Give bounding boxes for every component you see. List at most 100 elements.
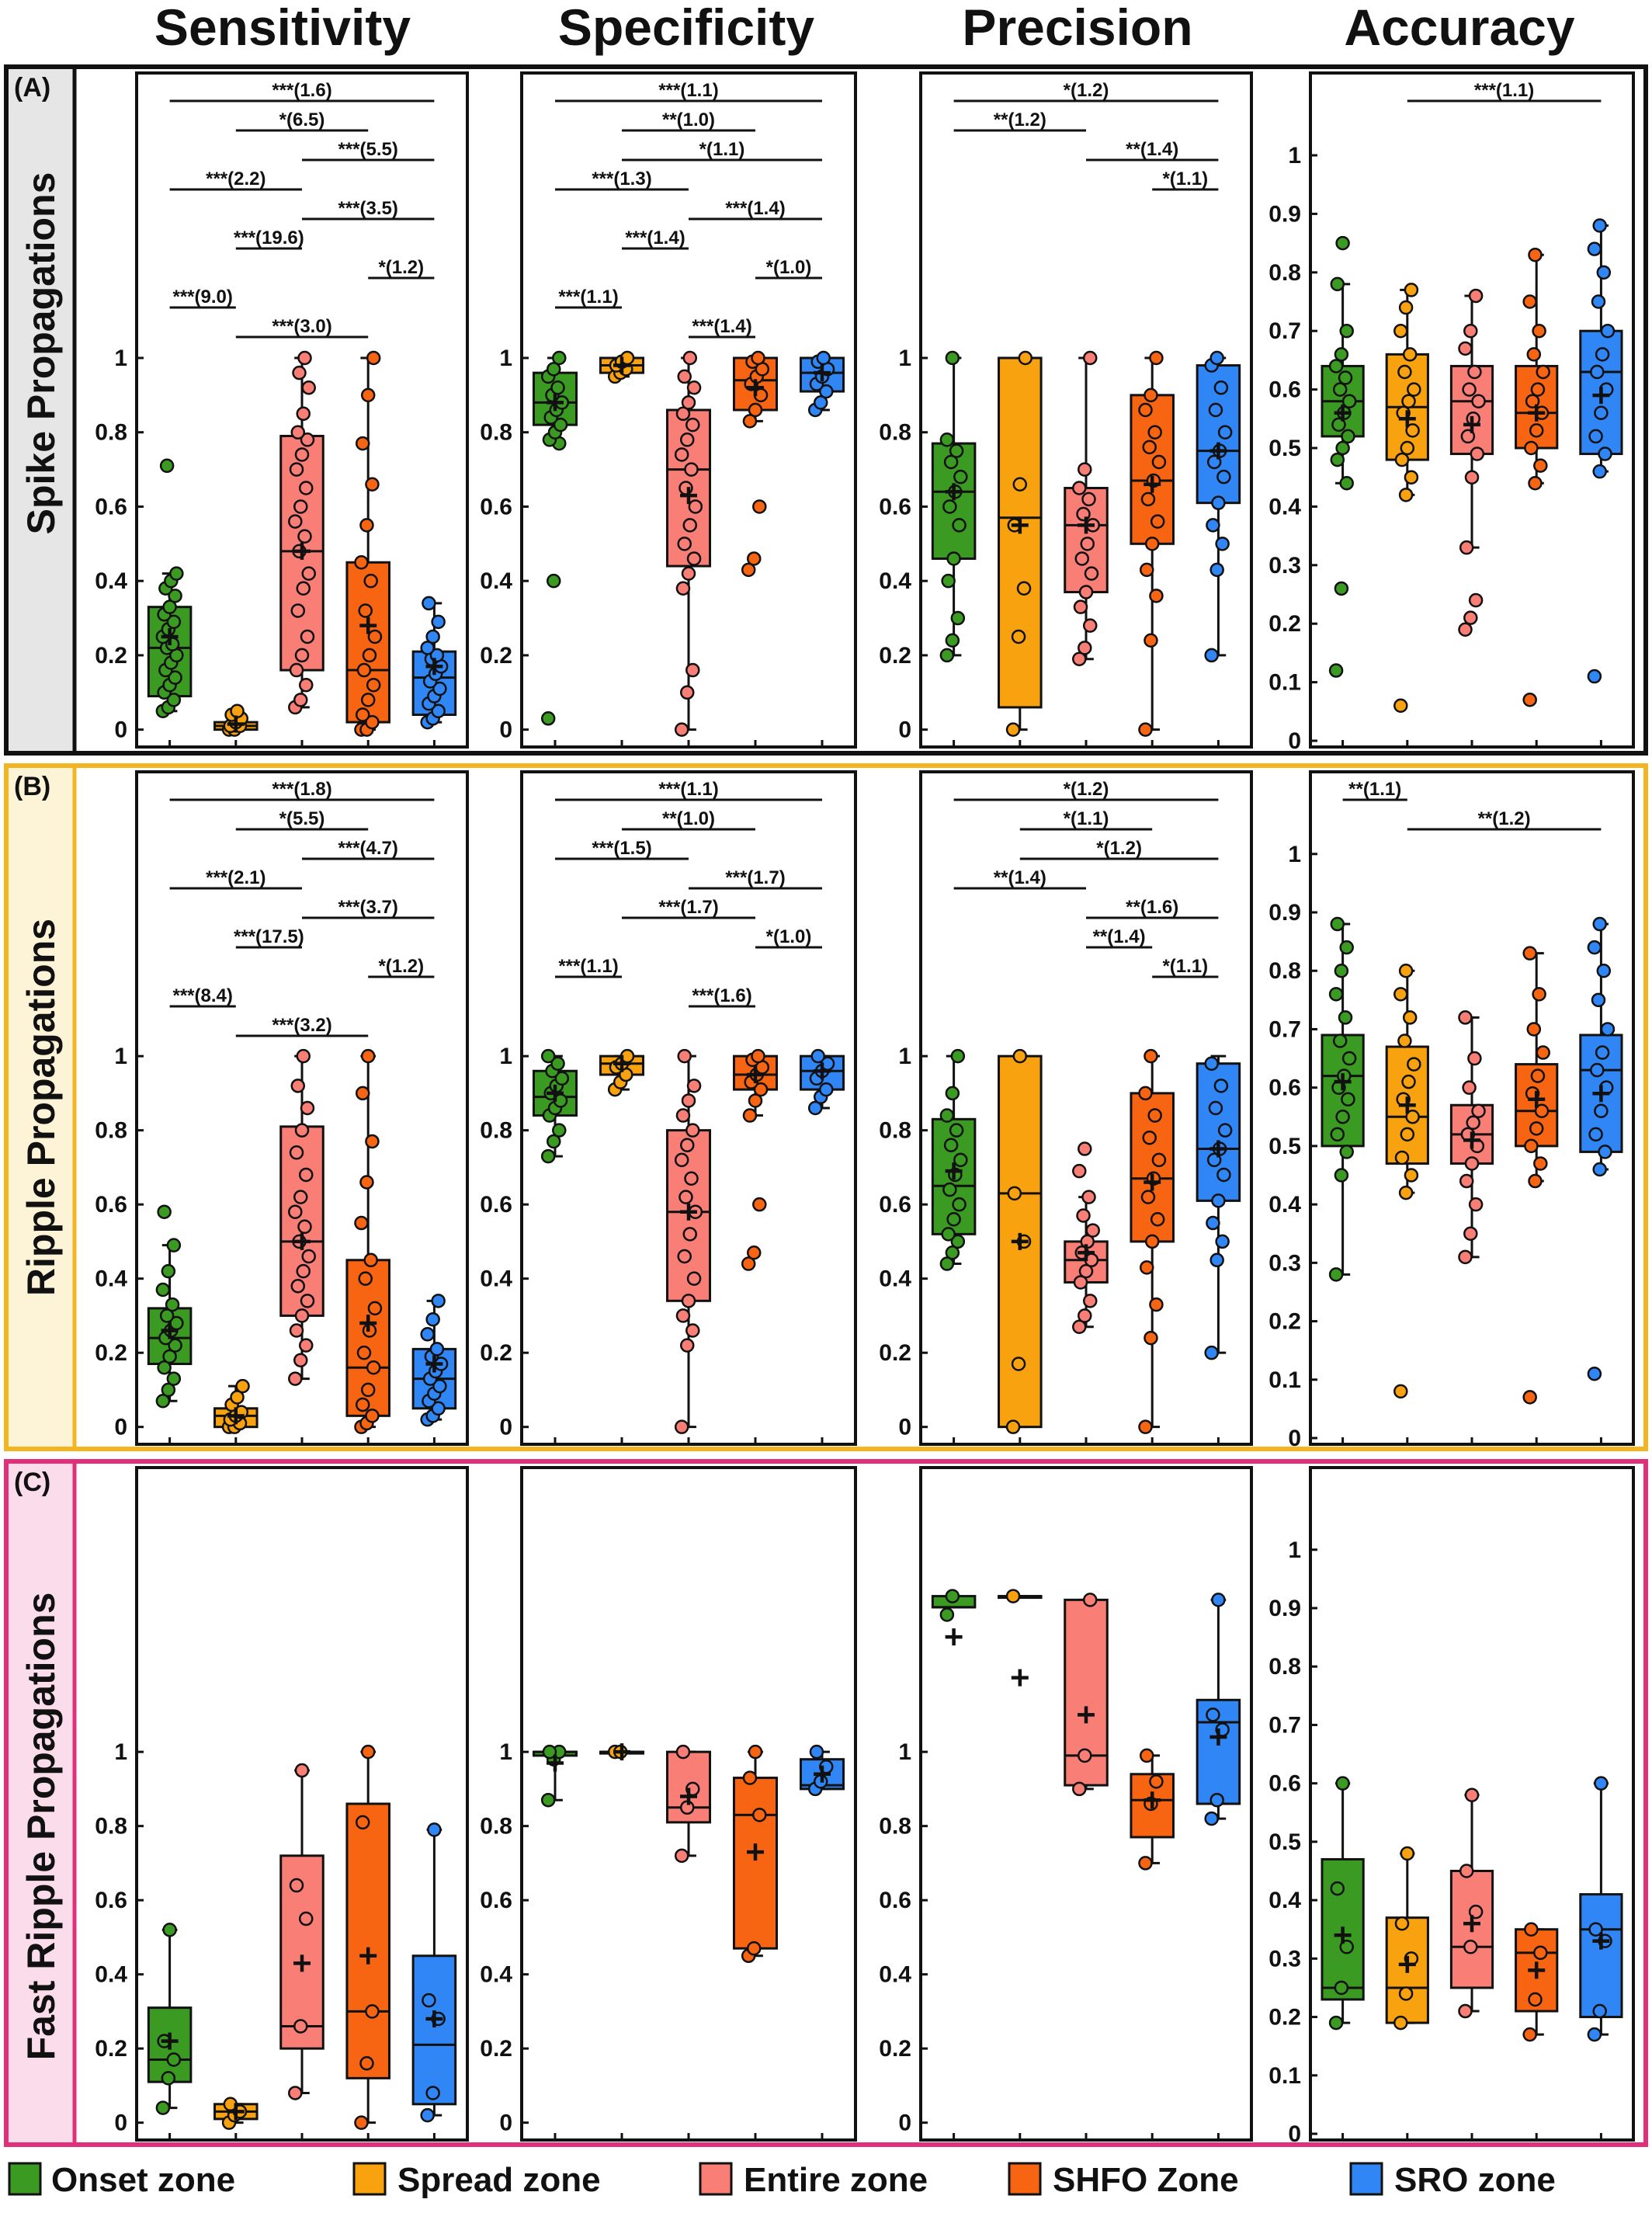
mean-marker [1398,1096,1416,1114]
data-point [942,1182,957,1197]
data-point [1393,2015,1408,2031]
data-point [1466,1115,1480,1131]
y-tick-label: 0.2 [480,643,512,669]
data-point [679,1338,695,1353]
data-point [675,406,691,422]
significance-label: ***(2.2) [206,168,266,189]
data-point [297,1219,312,1235]
data-point [1074,551,1090,566]
data-point [1150,514,1165,529]
box-shfo [1515,1922,1559,2042]
mean-marker [1334,1926,1352,1944]
data-point [950,610,966,626]
data-point [431,1401,446,1416]
data-point [1529,423,1544,438]
mean-marker [359,617,377,634]
y-tick-label: 0.3 [1268,1946,1301,1972]
y-tick-label: 0.2 [95,1340,127,1366]
data-point [1394,1916,1410,1931]
significance-label: ***(1.4) [692,316,751,337]
significance-label: ***(1.7) [725,867,785,888]
data-point [1080,537,1095,551]
data-point [159,1308,175,1323]
data-point [1204,648,1219,663]
data-point [1591,992,1606,1008]
box-onset [147,1923,193,2115]
data-point [294,1308,310,1323]
data-point [1339,1145,1354,1159]
data-point [554,1071,570,1086]
data-point [1590,364,1605,380]
data-point [816,350,831,366]
data-point [288,2086,303,2100]
data-point [819,1082,834,1097]
data-point [675,1308,691,1323]
significance-label: ***(3.2) [272,1015,331,1036]
box-sro [1196,1593,1241,1826]
box-shfo [1515,247,1559,707]
data-point [431,1294,446,1308]
box-shfo [345,1744,390,2130]
y-tick-label: 0.4 [879,1962,911,1988]
y-tick-label: 0.8 [1268,1654,1301,1680]
data-point [542,1744,557,1760]
mean-marker [1592,387,1610,405]
data-point [1138,402,1153,418]
data-point [675,1744,691,1760]
data-point [1592,1162,1607,1177]
row-b: (B) Ripple Propagations [4,763,1648,1451]
data-point [1151,454,1167,470]
data-point [1468,1904,1484,1919]
data-point [1401,394,1416,408]
data-point [1011,1357,1026,1371]
data-point [420,641,435,655]
data-point [1592,218,1607,233]
column-title-specificity: Specificity [558,0,814,56]
data-point [425,1311,440,1327]
data-point [1072,1163,1087,1179]
row-c-label: Fast Ripple Propagations [19,1593,63,2061]
y-tick-label: 0.5 [1268,1829,1301,1855]
data-point [746,1245,762,1260]
data-point [1217,1123,1233,1138]
data-point [686,1271,702,1286]
panel-fast-ripple-accuracy: 0 0.1 0.2 0.3 0.4 0.5 0.6 0.7 0.8 0.9 1 [1268,1466,1635,2147]
mean-marker [425,1355,443,1373]
data-point [366,677,381,693]
data-point [1600,1022,1616,1037]
data-point [1149,589,1164,603]
data-point [1341,394,1357,408]
data-point [300,1294,315,1308]
mean-marker [680,1787,697,1805]
data-point [1140,492,1156,507]
mean-marker [747,1066,764,1084]
box-onset [931,350,977,663]
data-point [1398,1986,1414,2001]
legend-swatch-sro [1349,2162,1383,2196]
box-onset [931,1589,977,1646]
legend-swatch-shfo [1008,2162,1042,2196]
mean-marker [1078,516,1095,534]
data-point [1600,323,1616,339]
y-tick-label: 0.6 [879,494,911,519]
mean-marker [425,2010,443,2027]
box-onset [532,1048,578,1164]
data-point [1532,987,1546,1002]
data-point [1144,633,1158,648]
data-point [1082,1294,1098,1308]
mean-marker [1210,1140,1227,1158]
data-point [1216,1167,1231,1183]
significance-label: ***(1.1) [558,956,618,977]
y-tick-label: 0.2 [480,1340,512,1366]
data-point [1147,1108,1162,1123]
data-point [939,1607,955,1622]
box-shfo [1130,1048,1175,1434]
data-point [677,1048,692,1064]
data-point [300,1100,315,1116]
box-sro [799,1744,845,1797]
y-tick-label: 0 [499,2111,512,2136]
data-point [1463,610,1478,625]
data-point [294,1123,310,1138]
significance-label: ***(1.7) [658,897,718,918]
box-spread [998,350,1043,737]
